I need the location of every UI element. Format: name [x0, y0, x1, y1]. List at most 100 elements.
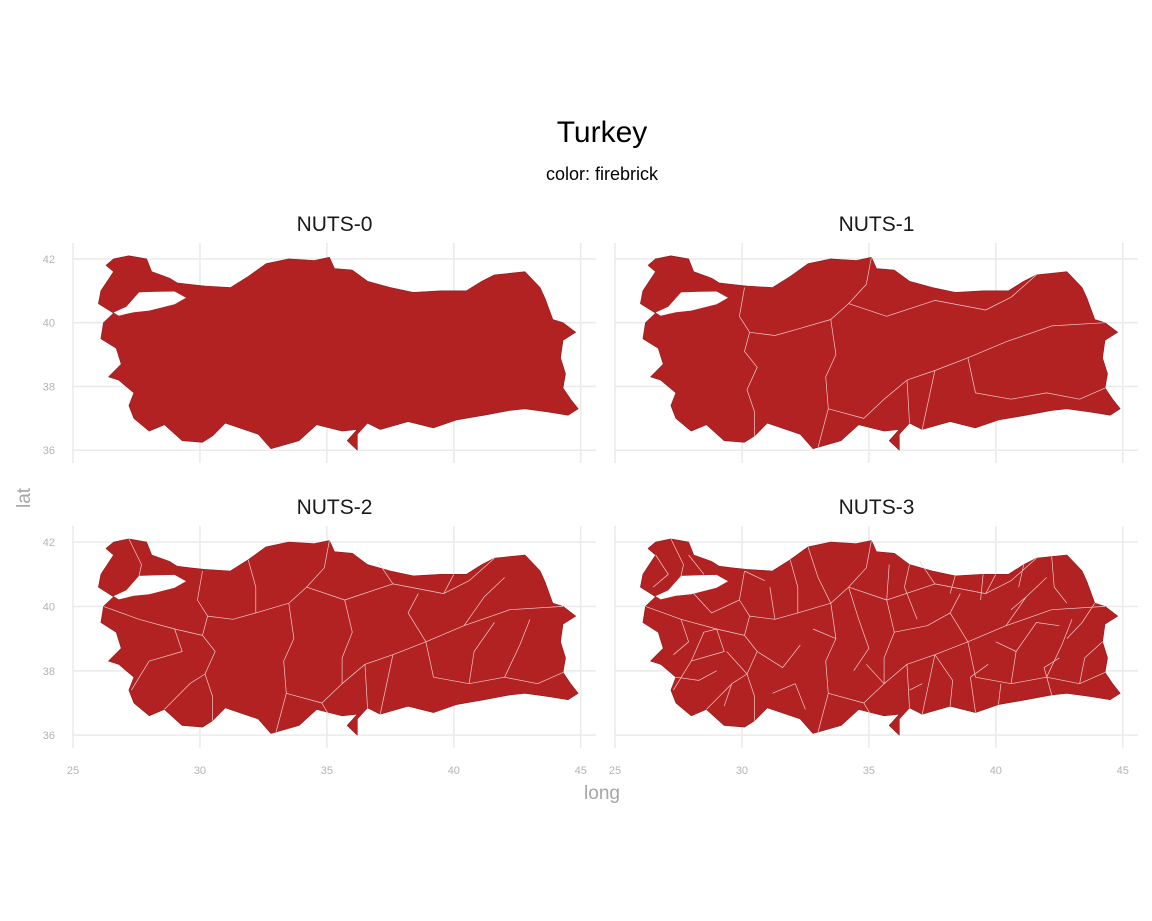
region-border: [504, 619, 531, 678]
region-border: [904, 564, 918, 620]
region-borders: [645, 538, 1106, 732]
region-border: [848, 557, 1037, 601]
y-tick-label: 42: [43, 537, 55, 549]
region-border: [128, 538, 142, 576]
region-border: [164, 673, 206, 710]
facet-strip-label: NUTS-1: [839, 213, 915, 236]
region-border: [1066, 603, 1096, 639]
facet-panel-nuts-3: NUTS-3 25 30 35 40 45: [609, 496, 1138, 777]
country-shape: [98, 255, 579, 451]
region-border: [425, 641, 564, 685]
x-tick-label: 40: [990, 765, 1002, 777]
region-border: [443, 574, 455, 594]
region-border: [744, 570, 765, 582]
region-border: [174, 628, 203, 636]
region-border: [1018, 564, 1025, 588]
country-shape: [98, 538, 579, 736]
region-border: [757, 644, 801, 668]
region-border: [817, 603, 837, 732]
region-border: [468, 622, 495, 684]
region-border: [909, 683, 923, 691]
region-border: [980, 574, 984, 601]
y-axis-title: lat: [14, 487, 35, 508]
marmara-sea: [655, 574, 728, 600]
region-border: [883, 599, 895, 684]
marmara-sea: [113, 291, 186, 316]
region-borders: [103, 538, 564, 732]
x-tick-label: 35: [321, 765, 333, 777]
x-tick-label: 30: [194, 765, 206, 777]
region-border: [772, 683, 806, 710]
region-border: [652, 554, 669, 588]
marmara-sea: [113, 574, 186, 600]
facet-panels: NUTS-0 36 38 40 42 NUTS-1 NUTS-2 36 38 40 42 25 30 35…: [43, 213, 1138, 777]
region-border: [364, 664, 368, 708]
region-border: [1010, 596, 1027, 610]
region-border: [688, 554, 705, 575]
region-border: [967, 357, 1106, 400]
region-border: [921, 370, 936, 430]
region-border: [690, 628, 717, 662]
region-border: [673, 619, 689, 655]
region-border: [949, 575, 956, 594]
region-border: [739, 570, 758, 721]
facet-strip-label: NUTS-3: [839, 496, 915, 519]
region-border: [866, 664, 885, 684]
x-tick-label: 30: [736, 765, 748, 777]
region-border: [723, 683, 733, 707]
facet-panel-nuts-1: NUTS-1: [614, 213, 1138, 463]
region-border: [985, 574, 997, 594]
facet-strip-label: NUTS-2: [297, 496, 373, 519]
facet-panel-nuts-2: NUTS-2 36 38 40 42 25 30 35 40 45: [43, 496, 596, 777]
x-tick-label: 25: [67, 765, 79, 777]
region-border: [769, 587, 776, 620]
region-border: [1051, 556, 1068, 604]
region-border: [377, 561, 394, 585]
region-border: [1079, 641, 1103, 684]
region-border: [789, 559, 799, 613]
region-border: [894, 612, 951, 633]
region-border: [693, 593, 740, 614]
region-border: [921, 654, 936, 715]
country-shape: [640, 538, 1121, 736]
facet-panel-nuts-0: NUTS-0 36 38 40 42: [43, 213, 596, 463]
facet-strip-label: NUTS-0: [297, 213, 373, 236]
region-border: [998, 683, 1002, 705]
x-axis-title: long: [584, 783, 620, 804]
region-border: [645, 606, 725, 691]
y-tick-label: 36: [43, 445, 55, 457]
y-tick-label: 42: [43, 254, 55, 266]
country-shape: [640, 255, 1121, 451]
region-border: [463, 577, 505, 626]
region-border: [103, 606, 183, 691]
region-border: [1046, 619, 1073, 678]
region-border: [1036, 622, 1060, 627]
y-tick-label: 38: [43, 381, 55, 393]
region-border: [726, 651, 748, 675]
region-border: [716, 628, 745, 636]
region-border: [675, 670, 717, 681]
region-border: [906, 664, 910, 708]
region-border: [906, 380, 910, 424]
y-tick-label: 40: [43, 318, 55, 330]
x-tick-label: 25: [609, 765, 621, 777]
region-border: [341, 599, 353, 684]
region-borders: [739, 257, 1106, 448]
x-tick-label: 40: [448, 765, 460, 777]
plot-title: Turkey: [557, 116, 648, 149]
region-border: [321, 702, 330, 716]
y-tick-label: 38: [43, 666, 55, 678]
region-border: [670, 538, 684, 576]
region-border: [1043, 657, 1060, 695]
region-border: [807, 546, 832, 604]
region-border: [995, 641, 1017, 652]
region-border: [817, 319, 837, 448]
region-border: [247, 559, 257, 613]
region-border: [863, 702, 872, 716]
x-tick-label: 45: [575, 765, 587, 777]
region-border: [934, 654, 954, 707]
region-border: [967, 641, 1106, 685]
plot-subtitle: color: firebrick: [546, 164, 659, 184]
region-border: [407, 593, 427, 642]
